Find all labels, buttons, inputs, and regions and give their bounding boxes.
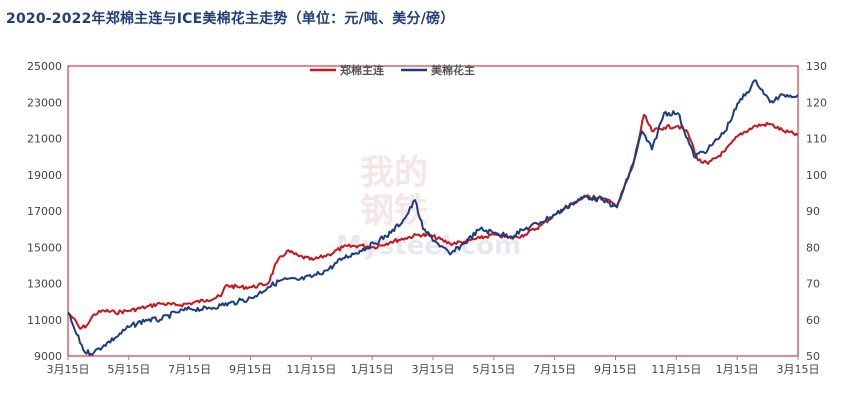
x-tick-label: 7月15日 <box>168 363 211 376</box>
x-axis: 3月15日 5月15日 7月15日 9月15日 11月15日 1月15日 3月15日 5月15… <box>47 356 820 376</box>
y-right-tick-label: 60 <box>806 314 820 327</box>
y-right-tick-label: 130 <box>806 60 827 73</box>
y-left-tick-label: 21000 <box>27 133 62 146</box>
x-tick-label: 1月15日 <box>351 363 394 376</box>
x-tick-label: 11月15日 <box>286 363 336 376</box>
y-right-tick-label: 80 <box>806 241 820 254</box>
y-left-tick-label: 19000 <box>27 169 62 182</box>
x-tick-label: 9月15日 <box>594 363 637 376</box>
x-tick-label: 9月15日 <box>229 363 272 376</box>
y-left-tick-label: 17000 <box>27 205 62 218</box>
svg-text:我的: 我的 <box>360 153 428 193</box>
x-tick-label: 1月15日 <box>716 363 759 376</box>
y-right-tick-label: 50 <box>806 350 820 363</box>
legend-label-zhengmian: 郑棉主连 <box>340 63 385 77</box>
legend: 郑棉主连 美棉花主 <box>310 63 475 77</box>
y-left-tick-label: 15000 <box>27 241 62 254</box>
chart-title: 2020-2022年郑棉主连与ICE美棉花主走势（单位：元/吨、美分/磅） <box>6 11 455 27</box>
y-right-tick-label: 90 <box>806 205 820 218</box>
legend-label-ice: 美棉花主 <box>431 63 475 77</box>
x-tick-label: 3月15日 <box>47 363 90 376</box>
x-tick-label: 7月15日 <box>533 363 576 376</box>
y-left-tick-label: 13000 <box>27 278 62 291</box>
series-line-1 <box>67 79 799 356</box>
svg-text:钢铁: 钢铁 <box>360 191 428 231</box>
y-axis-left: 9000 11000 13000 15000 17000 19000 21000 23000 2… <box>27 60 62 363</box>
y-right-tick-label: 120 <box>806 96 827 109</box>
y-left-tick-label: 23000 <box>27 96 62 109</box>
x-tick-label: 11月15日 <box>651 363 701 376</box>
y-left-tick-label: 11000 <box>27 314 62 327</box>
series-lines <box>67 79 799 356</box>
y-left-tick-label: 25000 <box>27 60 62 73</box>
y-axis-right: 50 60 70 80 90 100 110 120 130 <box>806 60 827 363</box>
x-tick-label: 5月15日 <box>107 363 150 376</box>
y-left-tick-label: 9000 <box>34 350 62 363</box>
x-tick-label: 3月15日 <box>412 363 455 376</box>
series-line-0 <box>67 113 799 330</box>
y-right-tick-label: 110 <box>806 133 827 146</box>
x-tick-label: 3月15日 <box>777 363 820 376</box>
x-tick-label: 5月15日 <box>472 363 515 376</box>
y-right-tick-label: 100 <box>806 169 827 182</box>
y-right-tick-label: 70 <box>806 278 820 291</box>
